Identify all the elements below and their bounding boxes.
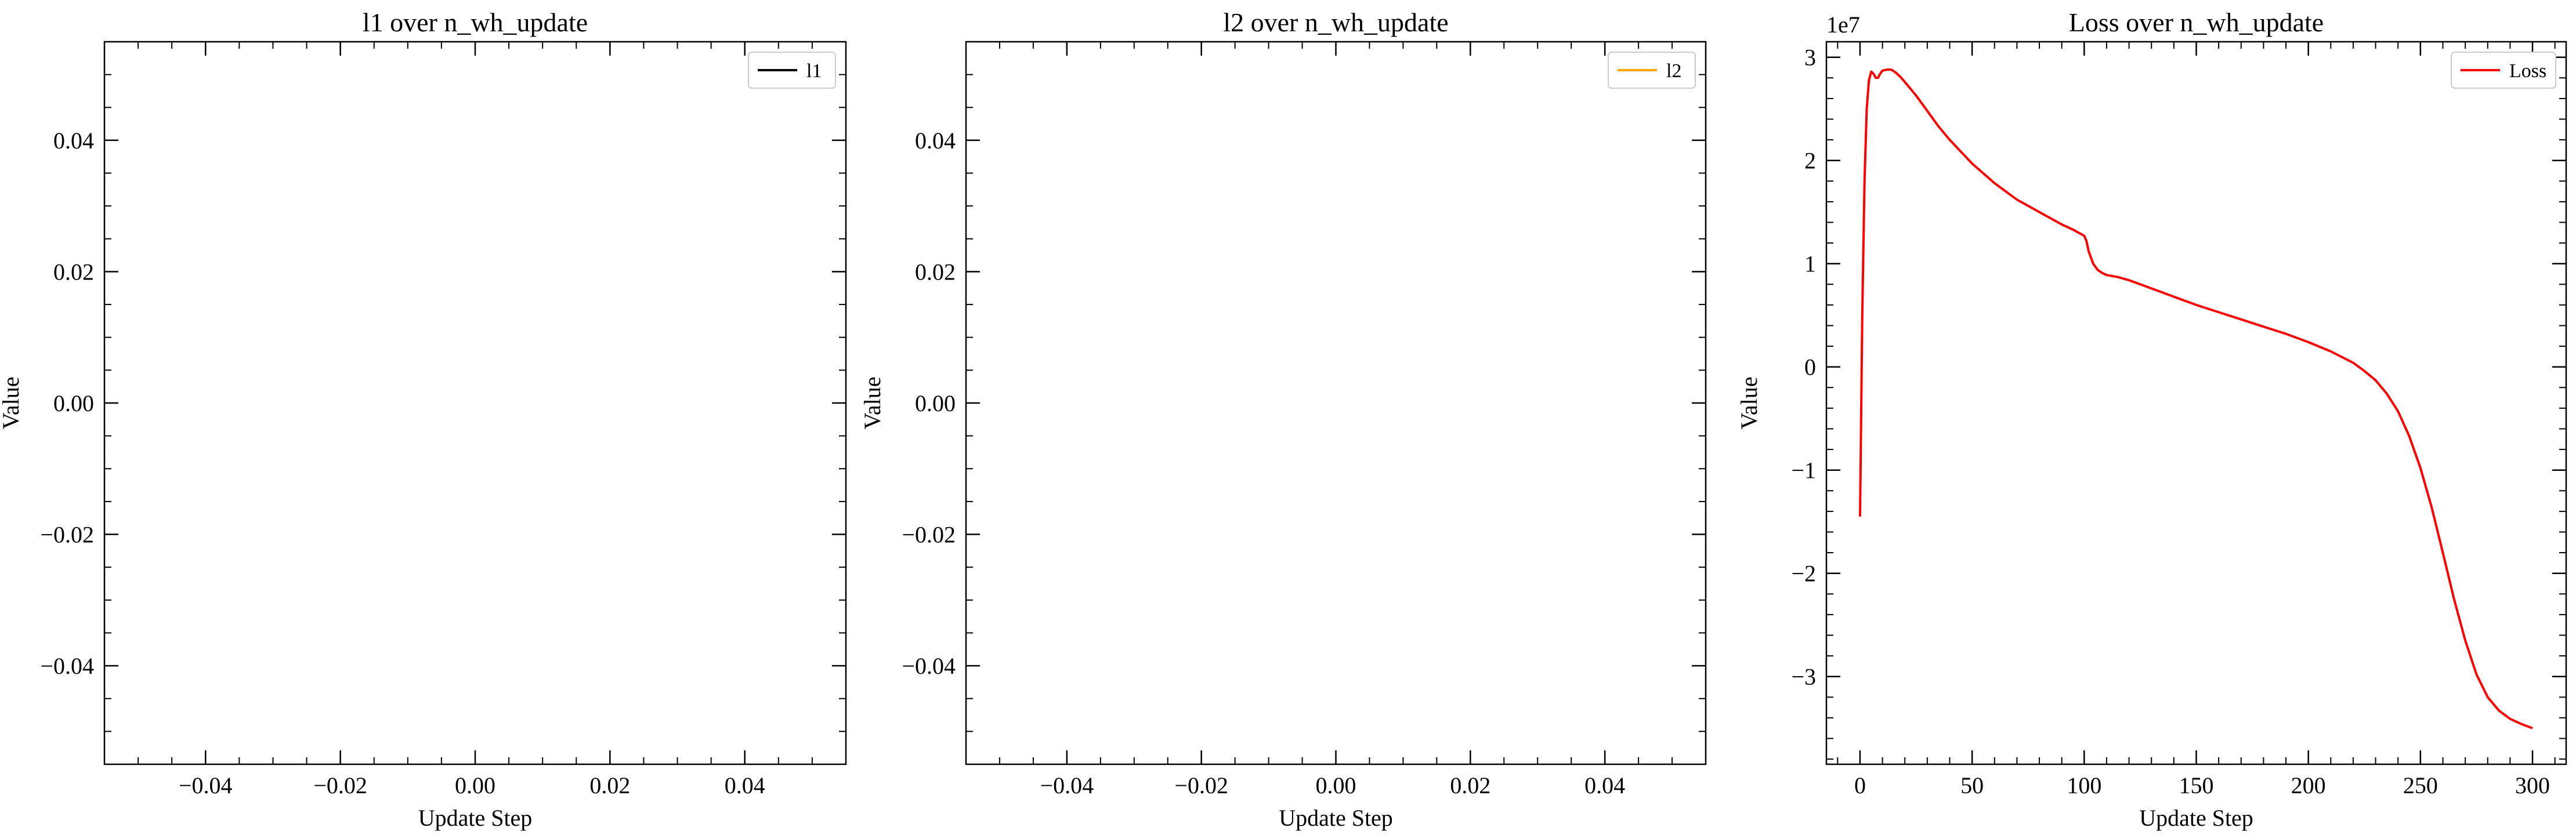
x-tick-label: −0.04 [1040, 772, 1094, 798]
legend: Loss [2451, 52, 2556, 89]
y-tick-label: 0.00 [915, 390, 956, 416]
axes-frame [1825, 41, 2567, 765]
legend-label: l2 [1666, 60, 1681, 82]
y-axis-label: Value [0, 376, 24, 429]
x-tick-label: 0.00 [455, 772, 495, 798]
x-tick-label: −0.02 [313, 772, 367, 798]
x-tick-label: 300 [2515, 772, 2550, 798]
y-tick-label: 0.02 [53, 259, 94, 285]
x-tick-label: 150 [2179, 772, 2214, 798]
x-tick-label: 100 [2067, 772, 2101, 798]
y-axis-label: Value [1736, 376, 1762, 429]
legend-label: Loss [2509, 60, 2546, 82]
y-axis-label: Value [859, 376, 885, 429]
y-tick-label: 1 [1804, 251, 1816, 277]
x-axis-label: Update Step [2139, 805, 2253, 831]
y-tick-label: 0 [1804, 354, 1816, 380]
chart-title: l1 over n_wh_update [363, 8, 588, 37]
legend-box [2451, 52, 2556, 89]
x-tick-label: 0 [1854, 772, 1866, 798]
x-tick-label: −0.04 [179, 772, 233, 798]
series-line-loss [1859, 68, 2533, 729]
y-tick-label: 3 [1804, 45, 1816, 71]
x-axis-label: Update Step [1279, 805, 1393, 831]
x-tick-label: 0.04 [725, 772, 765, 798]
y-tick-label: −0.04 [902, 653, 956, 679]
y-tick-label: 0.04 [915, 128, 956, 154]
y-tick-label: 0.04 [53, 128, 94, 154]
y-tick-label: 0.00 [53, 390, 94, 416]
subplot-1: −0.04 −0.02 0.00 0.02 0.04 −0.04 −0.02 0.00 0.02… [0, 8, 847, 831]
x-tick-label: 250 [2403, 772, 2438, 798]
axis-offset-text: 1e7 [1826, 12, 1860, 38]
axes-frame [103, 41, 847, 765]
x-tick-label: 0.04 [1584, 772, 1625, 798]
chart-title: l2 over n_wh_update [1223, 8, 1448, 37]
y-tick-label: −0.04 [40, 653, 94, 679]
x-axis-label: Update Step [418, 805, 533, 831]
x-tick-label: 0.00 [1316, 772, 1356, 798]
x-tick-label: 50 [1960, 772, 1984, 798]
y-tick-label: 2 [1804, 148, 1816, 174]
y-tick-label: −1 [1791, 458, 1816, 484]
legend: l2 [1608, 52, 1696, 89]
subplot-3: 0 50 100 150 200 250 300 −3 −2 −1 0 1 2 3 Loss over n_… [1736, 8, 2567, 831]
legend-label: l1 [806, 60, 822, 82]
x-tick-label: −0.02 [1174, 772, 1228, 798]
x-tick-label: 0.02 [1450, 772, 1490, 798]
x-tick-label: 200 [2291, 772, 2326, 798]
y-tick-label: 0.02 [915, 259, 956, 285]
axes-frame [965, 41, 1707, 765]
chart-title: Loss over n_wh_update [2069, 8, 2324, 37]
y-tick-label: −0.02 [902, 522, 956, 548]
x-tick-label: 0.02 [589, 772, 630, 798]
y-tick-label: −3 [1791, 664, 1816, 690]
y-tick-label: −0.02 [40, 522, 94, 548]
y-tick-label: −2 [1791, 561, 1816, 587]
legend: l1 [748, 52, 836, 89]
subplot-2: −0.04 −0.02 0.00 0.02 0.04 −0.04 −0.02 0.00 0.02… [859, 8, 1707, 831]
